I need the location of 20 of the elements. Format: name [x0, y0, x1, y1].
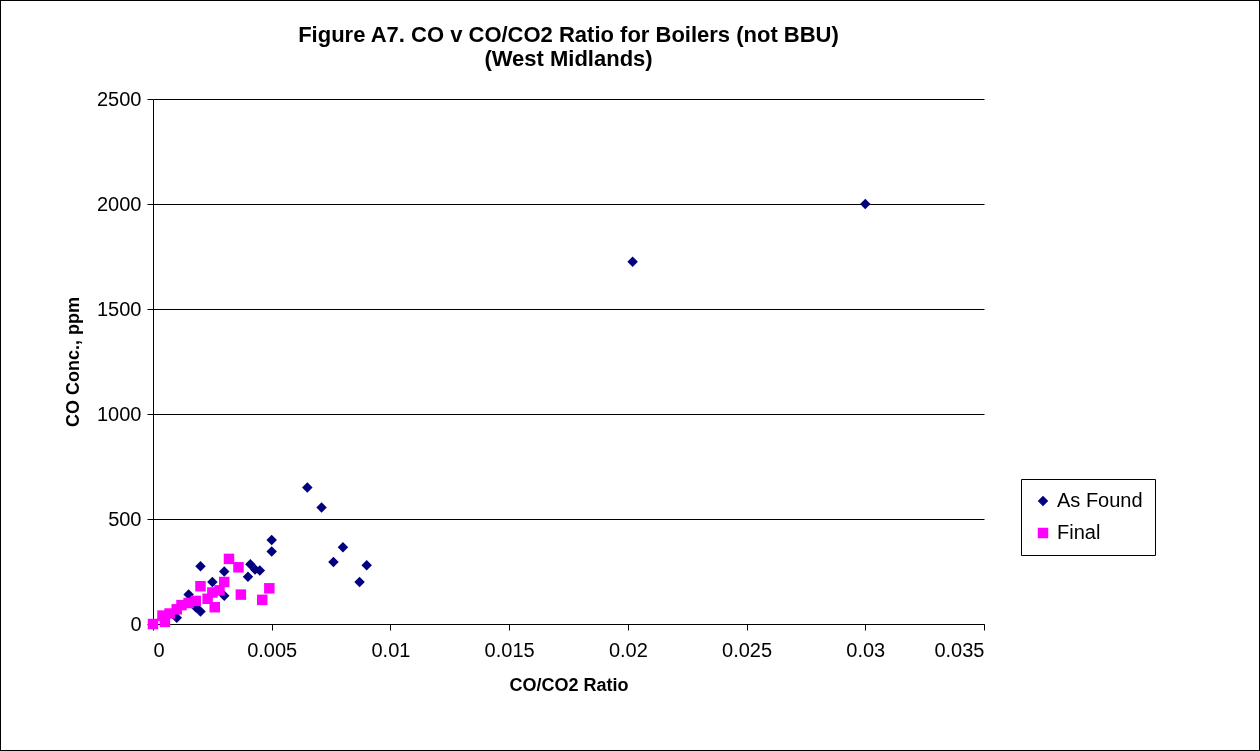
y-axis-title: CO Conc., ppm: [63, 297, 84, 427]
x-tick-label: 0: [153, 638, 165, 661]
chart-subtitle: (West Midlands): [484, 46, 653, 71]
x-tick-label: 0.035: [934, 638, 985, 661]
y-tick-label: 2000: [97, 192, 142, 215]
x-tick-label: 0.025: [722, 638, 773, 661]
y-tick-label: 1000: [97, 402, 142, 425]
x-tick-label: 0.02: [608, 638, 648, 661]
y-tick-label: 500: [108, 507, 142, 530]
y-tick-label: 1500: [97, 297, 142, 320]
x-tick-label: 0.005: [247, 638, 298, 661]
legend-label: Final: [1057, 521, 1101, 543]
x-axis-title: CO/CO2 Ratio: [509, 674, 629, 695]
x-tick-label: 0.015: [484, 638, 535, 661]
legend-label: As Found: [1057, 489, 1143, 511]
chart-title: Figure A7. CO v CO/CO2 Ratio for Boilers (not BBU): [298, 22, 839, 47]
x-tick-label: 0.03: [846, 638, 886, 661]
y-tick-label: 0: [130, 612, 142, 635]
x-tick-label: 0.01: [371, 638, 411, 661]
y-tick-label: 2500: [97, 87, 142, 110]
